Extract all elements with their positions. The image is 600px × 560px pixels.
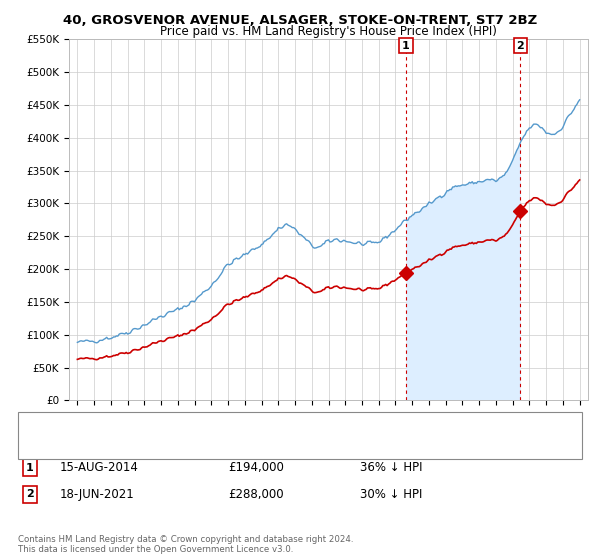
Title: Price paid vs. HM Land Registry's House Price Index (HPI): Price paid vs. HM Land Registry's House … [160, 25, 497, 38]
Text: 40, GROSVENOR AVENUE, ALSAGER, STOKE-ON-TRENT, ST7 2BZ (detached house): 40, GROSVENOR AVENUE, ALSAGER, STOKE-ON-… [66, 419, 496, 429]
Text: 30% ↓ HPI: 30% ↓ HPI [360, 488, 422, 501]
Text: 2: 2 [517, 40, 524, 50]
Text: HPI: Average price, detached house, Cheshire East: HPI: Average price, detached house, Ches… [66, 440, 331, 450]
Text: 1: 1 [26, 463, 34, 473]
Text: 2: 2 [26, 489, 34, 500]
Text: 18-JUN-2021: 18-JUN-2021 [60, 488, 135, 501]
Text: Contains HM Land Registry data © Crown copyright and database right 2024.
This d: Contains HM Land Registry data © Crown c… [18, 535, 353, 554]
Text: 15-AUG-2014: 15-AUG-2014 [60, 461, 139, 474]
Text: £288,000: £288,000 [228, 488, 284, 501]
Text: 36% ↓ HPI: 36% ↓ HPI [360, 461, 422, 474]
Text: 40, GROSVENOR AVENUE, ALSAGER, STOKE-ON-TRENT, ST7 2BZ: 40, GROSVENOR AVENUE, ALSAGER, STOKE-ON-… [63, 14, 537, 27]
Text: 1: 1 [402, 40, 410, 50]
Text: £194,000: £194,000 [228, 461, 284, 474]
